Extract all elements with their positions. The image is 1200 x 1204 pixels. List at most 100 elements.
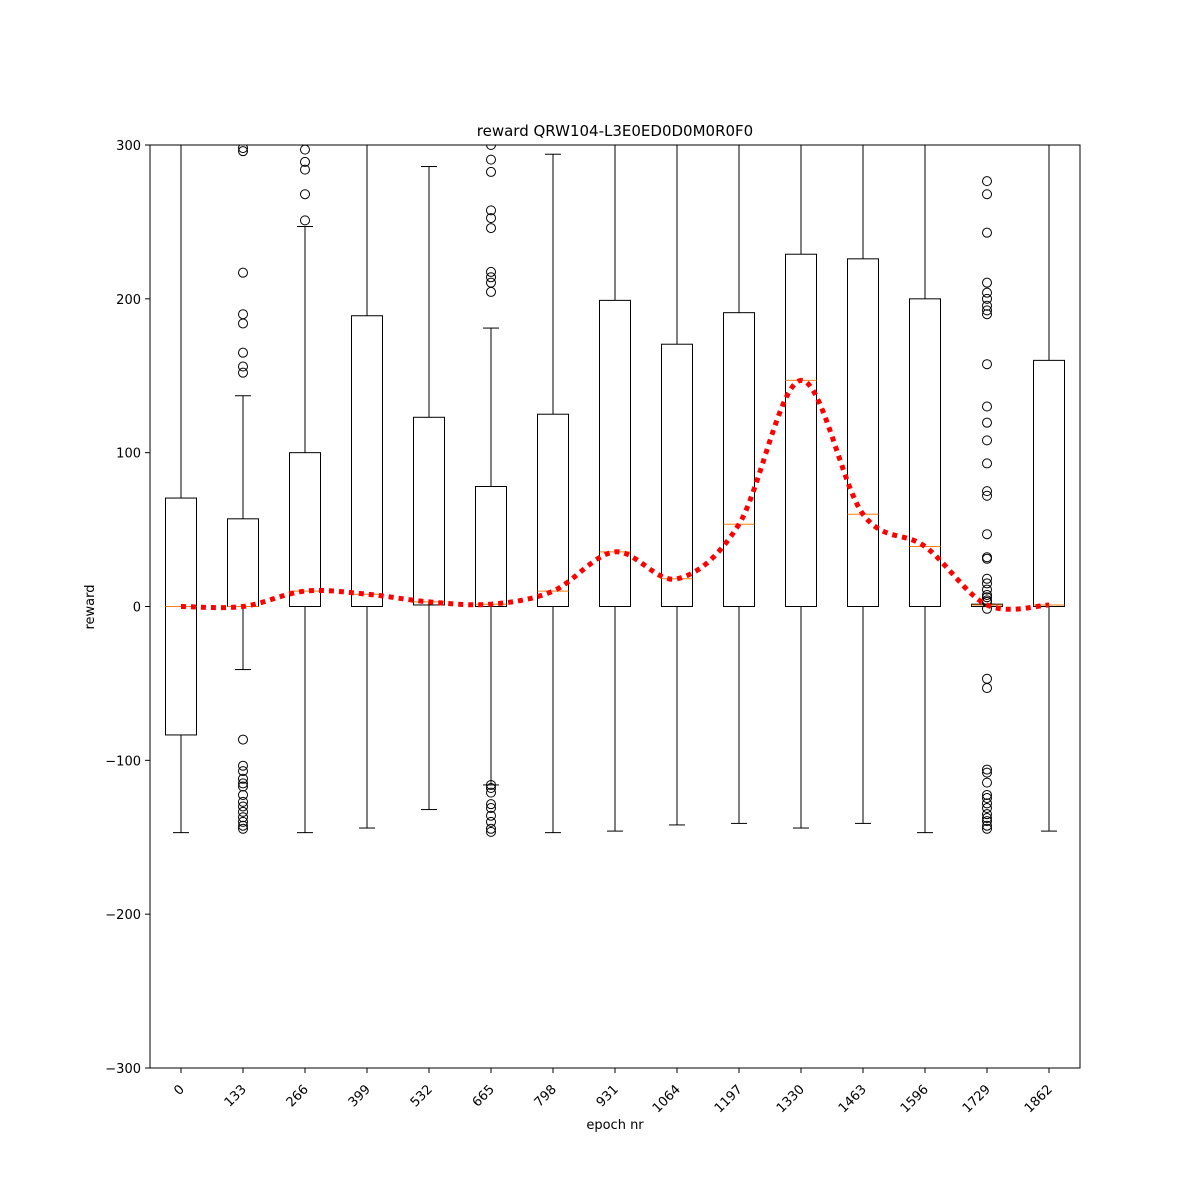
x-axis-label: epoch nr [586, 1118, 644, 1133]
flier [238, 789, 248, 800]
x-tick-label: 1729 [960, 1082, 994, 1116]
flier [238, 766, 248, 777]
flier [238, 318, 248, 329]
flier [486, 779, 496, 790]
y-tick-label: −100 [105, 754, 141, 769]
flier [982, 816, 992, 827]
flier [982, 293, 992, 304]
x-tick-label: 133 [222, 1082, 250, 1110]
x-tick-label: 1064 [650, 1082, 684, 1116]
flier [982, 789, 992, 800]
flier [238, 734, 248, 745]
x-tick-label: 532 [408, 1082, 436, 1110]
flier [982, 305, 992, 316]
flier [982, 793, 992, 804]
flier [486, 816, 496, 827]
flier [982, 803, 992, 814]
box [289, 452, 321, 607]
x-tick-label: 798 [532, 1082, 560, 1110]
x-tick-label: 931 [594, 1082, 622, 1110]
box [1033, 359, 1065, 607]
flier [982, 486, 992, 497]
flier [486, 810, 496, 821]
box [475, 486, 507, 608]
flier [982, 458, 992, 469]
flier [238, 812, 248, 823]
y-tick-label: 100 [116, 447, 141, 462]
median-trend [180, 377, 1050, 612]
flier [300, 164, 310, 175]
chart-title: reward QRW104-L3E0ED0D0M0R0F0 [477, 122, 753, 140]
flier [486, 823, 496, 834]
box [413, 416, 445, 606]
box [599, 299, 631, 607]
flier [486, 787, 496, 798]
flier [982, 820, 992, 831]
flier [982, 176, 992, 187]
box [165, 497, 197, 736]
flier [982, 683, 992, 694]
flier [300, 215, 310, 226]
flier [238, 760, 248, 771]
box [661, 343, 693, 607]
flier [982, 435, 992, 446]
box [537, 413, 569, 608]
box [723, 312, 755, 607]
flier [486, 272, 496, 283]
flier [238, 823, 248, 834]
y-tick-label: 300 [116, 139, 141, 154]
box [847, 258, 879, 607]
flier [238, 781, 248, 792]
flier [982, 813, 992, 824]
plot-area [165, 145, 1065, 837]
x-tick-label: 266 [284, 1082, 312, 1110]
flier [486, 286, 496, 297]
flier [982, 673, 992, 684]
flier [982, 189, 992, 200]
flier [982, 529, 992, 540]
flier [238, 820, 248, 831]
x-tick-label: 1330 [774, 1082, 808, 1116]
flier [982, 227, 992, 238]
flier [982, 592, 992, 603]
y-tick-label: 0 [133, 601, 141, 616]
flier [238, 773, 248, 784]
y-axis-label: reward [83, 584, 98, 629]
flier [486, 154, 496, 165]
flier [238, 347, 248, 358]
y-tick-label: −300 [105, 1062, 141, 1077]
flier [300, 189, 310, 200]
flier [982, 309, 992, 320]
flier [486, 166, 496, 177]
flier [238, 146, 248, 157]
flier [982, 823, 992, 834]
flier [238, 309, 248, 320]
flier [982, 300, 992, 311]
flier [486, 799, 496, 810]
flier [982, 767, 992, 778]
flier [982, 277, 992, 288]
flier [982, 490, 992, 501]
flier [982, 578, 992, 589]
flier [486, 826, 496, 837]
flier [982, 417, 992, 428]
flier [238, 145, 248, 154]
flier [982, 809, 992, 820]
flier [486, 145, 496, 150]
flier [300, 145, 310, 155]
flier [238, 778, 248, 789]
flier [486, 223, 496, 234]
flier [486, 266, 496, 277]
box [909, 298, 941, 607]
flier [486, 213, 496, 224]
x-tick-label: 0 [171, 1082, 187, 1098]
y-tick-label: −200 [105, 908, 141, 923]
flier [486, 783, 496, 794]
x-tick-label: 665 [470, 1082, 498, 1110]
flier [238, 796, 248, 807]
flier [238, 367, 248, 378]
y-tick-label: 200 [116, 293, 141, 308]
flier [982, 359, 992, 370]
flier [982, 798, 992, 809]
